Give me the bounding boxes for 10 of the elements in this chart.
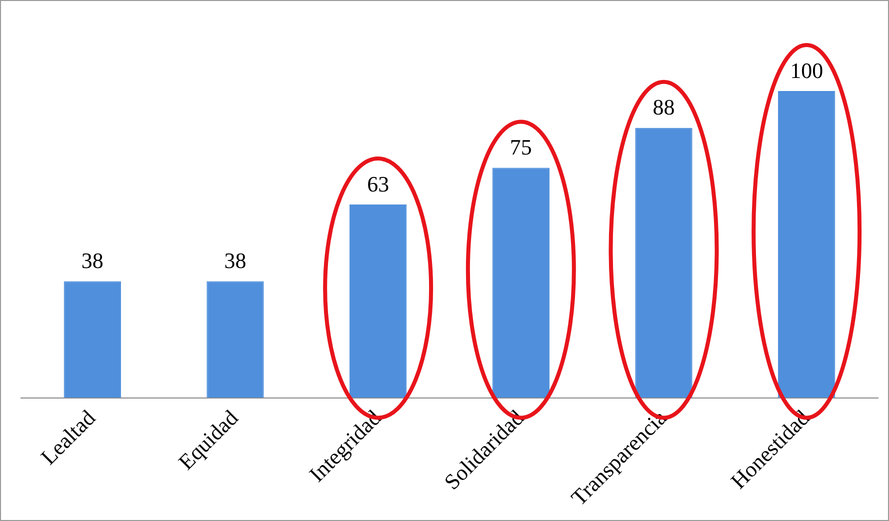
bar xyxy=(350,204,407,398)
data-label: 63 xyxy=(367,171,390,196)
data-label: 88 xyxy=(652,94,675,120)
bar xyxy=(64,281,121,398)
data-label: 100 xyxy=(790,58,824,83)
bar xyxy=(206,281,264,398)
data-label: 75 xyxy=(510,134,532,160)
bar xyxy=(492,168,550,398)
data-label: 38 xyxy=(81,248,104,273)
data-label: 38 xyxy=(224,248,246,273)
